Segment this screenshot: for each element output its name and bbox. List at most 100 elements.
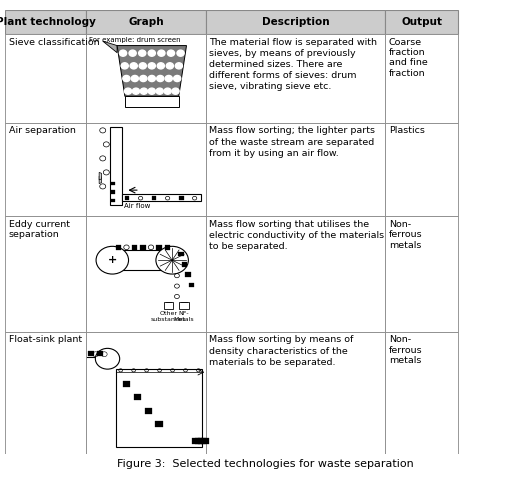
Polygon shape bbox=[99, 173, 101, 180]
Bar bbox=[88, 351, 94, 356]
Bar bbox=[185, 272, 191, 277]
Bar bbox=[165, 245, 170, 250]
Bar bbox=[86, 332, 205, 454]
Bar bbox=[205, 216, 385, 332]
Text: Figure 3:  Selected technologies for waste separation: Figure 3: Selected technologies for wast… bbox=[117, 459, 414, 468]
Circle shape bbox=[167, 50, 175, 56]
Circle shape bbox=[174, 76, 181, 82]
Circle shape bbox=[140, 76, 147, 82]
Text: Other
substances: Other substances bbox=[151, 311, 186, 322]
Circle shape bbox=[157, 76, 164, 82]
Bar bbox=[195, 438, 203, 445]
Circle shape bbox=[158, 50, 165, 56]
Text: Graph: Graph bbox=[128, 17, 164, 27]
Circle shape bbox=[156, 246, 189, 274]
Text: Air separation: Air separation bbox=[9, 127, 76, 135]
Bar bbox=[132, 245, 138, 250]
Text: NF-
Metals: NF- Metals bbox=[174, 311, 194, 322]
Bar bbox=[201, 438, 209, 445]
Bar bbox=[179, 302, 189, 309]
Circle shape bbox=[121, 63, 129, 69]
Text: Eddy current
separation: Eddy current separation bbox=[9, 220, 70, 239]
Circle shape bbox=[123, 76, 130, 82]
Bar bbox=[193, 438, 200, 445]
Bar bbox=[157, 245, 162, 250]
Bar bbox=[111, 190, 115, 194]
Text: Mass flow sorting that utilises the
electric conductivity of the materials
to be: Mass flow sorting that utilises the elec… bbox=[209, 220, 384, 251]
Bar bbox=[122, 194, 201, 201]
Polygon shape bbox=[99, 176, 101, 184]
Bar bbox=[110, 127, 122, 205]
Bar bbox=[205, 332, 385, 454]
Text: Coarse
fraction
and fine
fraction: Coarse fraction and fine fraction bbox=[389, 38, 427, 78]
Circle shape bbox=[148, 50, 156, 56]
Bar bbox=[385, 216, 458, 332]
Bar bbox=[205, 34, 385, 123]
Bar bbox=[385, 332, 458, 454]
Bar bbox=[86, 10, 205, 34]
Circle shape bbox=[172, 88, 179, 94]
Text: Sieve classification: Sieve classification bbox=[9, 38, 100, 46]
Circle shape bbox=[96, 246, 129, 274]
Circle shape bbox=[148, 88, 156, 94]
Bar bbox=[205, 10, 385, 34]
Text: The material flow is separated with
sieves, by means of previously
determined si: The material flow is separated with siev… bbox=[209, 38, 378, 91]
Bar bbox=[189, 283, 194, 287]
Bar bbox=[179, 196, 184, 200]
Text: Air flow: Air flow bbox=[124, 203, 151, 209]
Bar bbox=[385, 123, 458, 216]
Bar bbox=[123, 381, 130, 387]
Bar bbox=[144, 408, 152, 414]
Bar bbox=[182, 262, 187, 267]
Text: Output: Output bbox=[401, 17, 442, 27]
Polygon shape bbox=[117, 45, 186, 96]
Bar bbox=[164, 302, 173, 309]
Circle shape bbox=[96, 348, 119, 369]
Text: For example: drum screen: For example: drum screen bbox=[89, 37, 180, 43]
Bar bbox=[5, 216, 86, 332]
Bar bbox=[116, 369, 202, 447]
Bar bbox=[5, 10, 86, 34]
Bar bbox=[385, 34, 458, 123]
Bar bbox=[86, 216, 205, 332]
Circle shape bbox=[119, 50, 126, 56]
Text: Mass flow sorting; the lighter parts
of the waste stream are separated
from it b: Mass flow sorting; the lighter parts of … bbox=[209, 127, 375, 158]
Circle shape bbox=[131, 76, 139, 82]
Circle shape bbox=[148, 63, 156, 69]
Circle shape bbox=[139, 50, 146, 56]
Bar bbox=[178, 251, 184, 256]
Text: Plant technology: Plant technology bbox=[0, 17, 96, 27]
Circle shape bbox=[175, 63, 183, 69]
Circle shape bbox=[139, 63, 147, 69]
Circle shape bbox=[132, 88, 140, 94]
Bar bbox=[112, 250, 172, 270]
Bar bbox=[125, 96, 179, 107]
Bar bbox=[199, 438, 205, 445]
Text: Float-sink plant: Float-sink plant bbox=[9, 336, 82, 345]
Bar bbox=[5, 123, 86, 216]
Circle shape bbox=[165, 76, 173, 82]
Bar bbox=[97, 351, 103, 356]
Bar bbox=[385, 10, 458, 34]
Bar bbox=[140, 245, 145, 250]
Bar bbox=[125, 196, 130, 200]
Circle shape bbox=[140, 88, 148, 94]
Circle shape bbox=[129, 50, 136, 56]
Text: Description: Description bbox=[262, 17, 329, 27]
Text: Non-
ferrous
metals: Non- ferrous metals bbox=[389, 220, 423, 250]
Bar bbox=[116, 245, 121, 250]
Bar bbox=[152, 196, 157, 200]
Text: +: + bbox=[108, 255, 117, 265]
Polygon shape bbox=[102, 41, 117, 53]
Text: Non-
ferrous
metals: Non- ferrous metals bbox=[389, 336, 423, 365]
Bar bbox=[156, 421, 162, 427]
Bar bbox=[5, 34, 86, 123]
Bar bbox=[111, 199, 115, 202]
Bar bbox=[111, 182, 115, 185]
Circle shape bbox=[130, 63, 138, 69]
Bar bbox=[205, 123, 385, 216]
Circle shape bbox=[166, 63, 174, 69]
Bar bbox=[86, 123, 205, 216]
Bar bbox=[134, 394, 141, 400]
Circle shape bbox=[124, 88, 132, 94]
